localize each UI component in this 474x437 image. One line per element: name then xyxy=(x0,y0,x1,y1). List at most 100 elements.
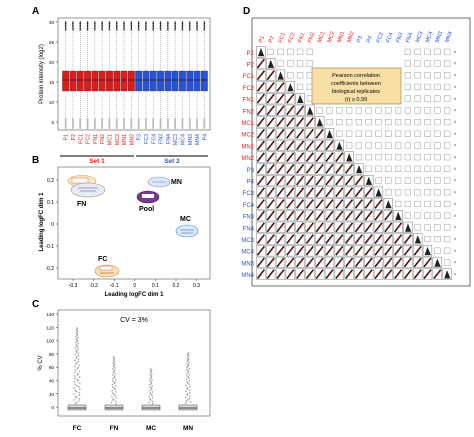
corr-cell xyxy=(424,189,431,196)
right-mark: # xyxy=(454,237,456,241)
sample-label-MN1: MN1 xyxy=(122,134,128,145)
row-label-P2: P2 xyxy=(247,62,255,68)
sample-label-FC1: FC1 xyxy=(78,134,84,144)
corr-cell xyxy=(414,83,421,90)
fc-group-label: FC xyxy=(98,256,107,263)
panel-d-letter: D xyxy=(243,6,250,17)
panel-b-xtick: -0.2 xyxy=(89,283,98,289)
panel-b-letter: B xyxy=(32,155,39,166)
corr-cell xyxy=(326,107,333,114)
panel-b-frame xyxy=(57,166,211,280)
corr-cell xyxy=(306,48,314,55)
col-label-P3: P3 xyxy=(356,35,364,43)
corr-cell xyxy=(385,189,392,196)
corr-cell xyxy=(316,107,323,114)
corr-cell xyxy=(424,107,431,114)
corr-cell xyxy=(404,130,412,137)
corr-cell xyxy=(395,165,402,172)
corr-cell xyxy=(346,107,353,114)
mn-group-label: MN xyxy=(171,179,182,186)
corr-cell xyxy=(395,154,402,161)
corr-cell xyxy=(434,118,441,126)
corr-cell xyxy=(444,118,451,126)
panel-d-correlation-matrix: P1P1P2P2FC1FC1FC2FC2FN1FN1FN2FN2MC1MC1MC… xyxy=(241,17,471,287)
fn-cluster-lower xyxy=(70,182,106,198)
panel-c-ytick: 0 xyxy=(51,405,54,410)
panel-c-letter: C xyxy=(32,299,39,310)
right-mark: # xyxy=(454,249,456,253)
corr-cell xyxy=(434,60,441,67)
sample-label-FC3: FC3 xyxy=(144,134,150,144)
corr-cell xyxy=(434,212,441,219)
sample-label-MC1: MC1 xyxy=(107,134,113,145)
boxplot-FN2 xyxy=(98,21,106,129)
corr-cell xyxy=(414,224,421,231)
panel-c-ytick: 20 xyxy=(49,392,55,397)
col-label-FC4: FC4 xyxy=(386,32,395,44)
panel-a-ytick: 10 xyxy=(49,100,55,105)
corr-cell xyxy=(414,48,421,55)
boxplot-FN3 xyxy=(157,21,164,129)
panel-a-ytick: 30 xyxy=(49,20,55,25)
corr-cell xyxy=(385,130,392,137)
cv-category-MN: MN xyxy=(183,425,193,432)
boxplot-MC2 xyxy=(113,21,121,129)
corr-cell xyxy=(395,200,402,208)
corr-cell xyxy=(434,247,441,254)
corr-cell xyxy=(444,247,451,254)
mc-group-label: MC xyxy=(180,216,191,223)
sample-label-MN4: MN4 xyxy=(195,134,201,145)
corr-cell xyxy=(404,95,412,102)
corr-cell xyxy=(287,60,294,67)
panel-a-ytick: 5 xyxy=(51,120,54,125)
sample-label-FC4: FC4 xyxy=(151,134,157,144)
corr-cell xyxy=(414,212,421,219)
corr-cell xyxy=(424,60,431,67)
corr-cell xyxy=(287,72,294,79)
row-label-P4: P4 xyxy=(247,179,255,185)
boxplot-FN1 xyxy=(91,21,99,129)
right-mark: # xyxy=(454,214,456,218)
boxplot-MC4 xyxy=(179,21,186,129)
corr-cell xyxy=(365,107,372,114)
corr-cell xyxy=(434,72,441,79)
corr-cell xyxy=(434,189,441,196)
panel-a-ylabel: Protein intensity (log2) xyxy=(39,44,45,104)
annotation-line-3: biological replicates xyxy=(332,89,380,95)
col-label-FC1: FC1 xyxy=(278,32,287,44)
corr-cell xyxy=(434,235,441,243)
corr-cell xyxy=(424,95,431,102)
right-mark: # xyxy=(454,62,456,66)
corr-cell xyxy=(424,48,431,55)
sample-label-P1: P1 xyxy=(64,134,70,140)
corr-cell xyxy=(355,142,363,149)
boxplot-FN4 xyxy=(164,21,172,129)
corr-cell xyxy=(424,200,431,208)
right-mark: # xyxy=(454,50,456,54)
panel-c-ytick: 40 xyxy=(49,379,55,384)
row-label-P3: P3 xyxy=(247,168,255,174)
panel-a-ytick: 20 xyxy=(49,60,55,65)
corr-cell xyxy=(434,95,441,102)
annotation-line-1: Pearson correlation xyxy=(332,73,380,79)
boxplot-MN1 xyxy=(120,21,128,129)
corr-cell xyxy=(434,48,441,55)
corr-cell xyxy=(385,154,392,161)
right-mark: # xyxy=(454,109,456,113)
sample-label-P4: P4 xyxy=(202,134,208,140)
col-label-FN2: FN2 xyxy=(307,32,316,44)
cv-category-MC: MC xyxy=(146,425,156,432)
cv-category-FN: FN xyxy=(110,425,119,432)
cv-box-MN xyxy=(178,352,198,411)
corr-cell xyxy=(444,212,451,219)
row-label-FN1: FN1 xyxy=(243,98,255,104)
boxplot-FC4 xyxy=(149,21,157,129)
right-mark: # xyxy=(454,179,456,183)
corr-cell xyxy=(297,83,304,90)
corr-cell xyxy=(404,48,412,55)
col-label-MN4: MN4 xyxy=(444,31,454,44)
sample-label-FC2: FC2 xyxy=(86,134,92,144)
row-label-MN4: MN4 xyxy=(241,273,254,279)
panel-b-ylabel: Leading logFC dim 1 xyxy=(39,192,45,252)
corr-cell xyxy=(287,48,294,55)
